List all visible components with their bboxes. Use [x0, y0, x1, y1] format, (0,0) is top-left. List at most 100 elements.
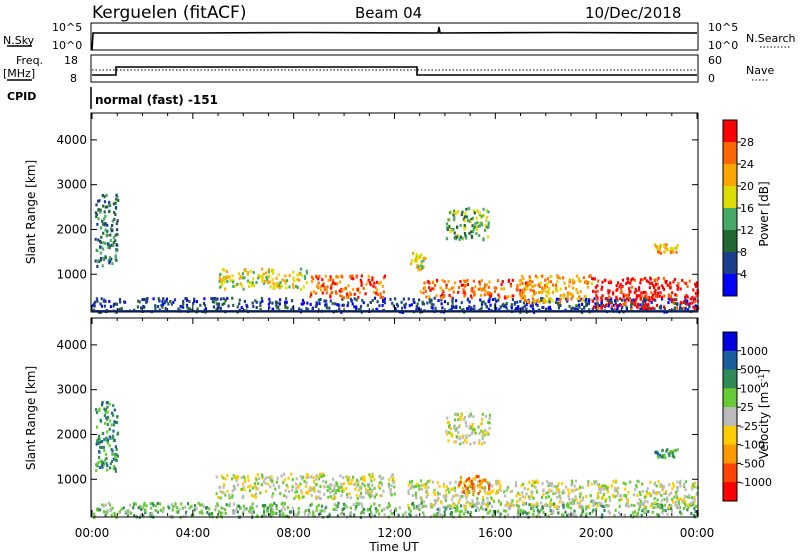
data-cell — [571, 513, 574, 517]
data-cell — [459, 476, 463, 479]
data-cell — [499, 488, 502, 492]
data-cell — [476, 497, 479, 501]
data-cell — [666, 498, 669, 502]
data-cell — [486, 290, 489, 294]
data-cell — [471, 423, 474, 426]
data-cell — [239, 282, 242, 286]
data-cell — [411, 501, 415, 505]
data-cell — [644, 495, 647, 499]
data-cell — [421, 265, 424, 269]
data-cell — [641, 294, 644, 298]
data-cell — [657, 276, 660, 280]
data-cell — [478, 224, 481, 228]
data-cell — [549, 501, 552, 505]
data-cell — [627, 505, 630, 509]
data-cell — [596, 504, 599, 508]
data-cell — [291, 299, 294, 303]
data-cell — [259, 491, 262, 495]
data-cell — [241, 276, 244, 280]
data-cell — [261, 476, 264, 480]
data-cell — [654, 491, 657, 495]
data-cell — [672, 280, 675, 284]
data-cell — [588, 298, 591, 302]
data-cell — [263, 281, 266, 285]
colorbar-swatch — [723, 208, 737, 231]
data-cell — [481, 432, 484, 436]
data-cell — [468, 491, 471, 495]
data-cell — [466, 487, 469, 491]
data-cell — [380, 494, 383, 497]
data-cell — [327, 278, 330, 282]
power-cells — [92, 193, 700, 314]
data-cell — [316, 275, 320, 279]
data-cell — [661, 484, 664, 487]
data-cell — [594, 285, 597, 289]
data-cell — [275, 504, 278, 508]
data-cell — [92, 303, 95, 307]
data-cell — [448, 490, 451, 494]
data-cell — [649, 282, 652, 286]
data-cell — [524, 284, 527, 288]
data-cell — [649, 494, 652, 498]
data-cell — [456, 493, 459, 497]
data-cell — [418, 503, 421, 507]
data-cell — [440, 302, 443, 306]
data-cell — [571, 306, 574, 310]
data-cell — [342, 296, 345, 300]
data-cell — [440, 501, 443, 505]
data-cell — [652, 506, 655, 509]
data-cell — [463, 289, 466, 293]
data-cell — [441, 293, 444, 297]
data-cell — [102, 231, 105, 235]
data-cell — [341, 295, 344, 299]
data-cell — [573, 509, 576, 513]
data-cell — [673, 455, 676, 459]
data-cell — [110, 229, 113, 233]
data-cell — [600, 298, 603, 302]
data-cell — [252, 271, 255, 274]
data-cell — [353, 292, 356, 296]
data-cell — [529, 283, 532, 286]
data-cell — [355, 298, 358, 302]
data-cell — [469, 511, 472, 514]
data-cell — [280, 284, 283, 288]
colorbar-frame — [722, 331, 738, 502]
data-cell — [586, 285, 590, 289]
data-cell — [352, 483, 355, 486]
data-cell — [506, 487, 509, 491]
data-cell — [105, 193, 108, 197]
data-cell — [279, 492, 282, 495]
data-cell — [463, 224, 466, 227]
data-cell — [604, 499, 607, 503]
data-cell — [630, 303, 633, 307]
data-cell — [226, 489, 229, 493]
data-cell — [528, 480, 531, 484]
data-cell — [280, 512, 283, 516]
data-cell — [694, 510, 697, 514]
data-cell — [99, 256, 103, 260]
data-cell — [424, 289, 427, 293]
data-cell — [486, 215, 489, 219]
data-cell — [387, 502, 390, 506]
data-cell — [664, 456, 667, 460]
data-cell — [414, 491, 417, 495]
data-cell — [445, 506, 449, 510]
data-cell — [545, 300, 548, 304]
data-cell — [343, 287, 346, 291]
data-cell — [550, 482, 553, 486]
data-cell — [523, 291, 526, 295]
data-cell — [139, 514, 143, 517]
data-cell — [347, 301, 350, 305]
data-cell — [415, 514, 418, 517]
data-cell — [478, 234, 481, 238]
data-cell — [676, 489, 679, 493]
data-cell — [436, 481, 439, 485]
data-cell — [475, 228, 479, 232]
data-cell — [325, 299, 328, 303]
data-cell — [604, 504, 607, 507]
data-cell — [309, 503, 312, 507]
data-cell — [106, 405, 109, 409]
data-cell — [334, 290, 337, 294]
data-cell — [162, 297, 165, 301]
data-cell — [266, 278, 269, 282]
